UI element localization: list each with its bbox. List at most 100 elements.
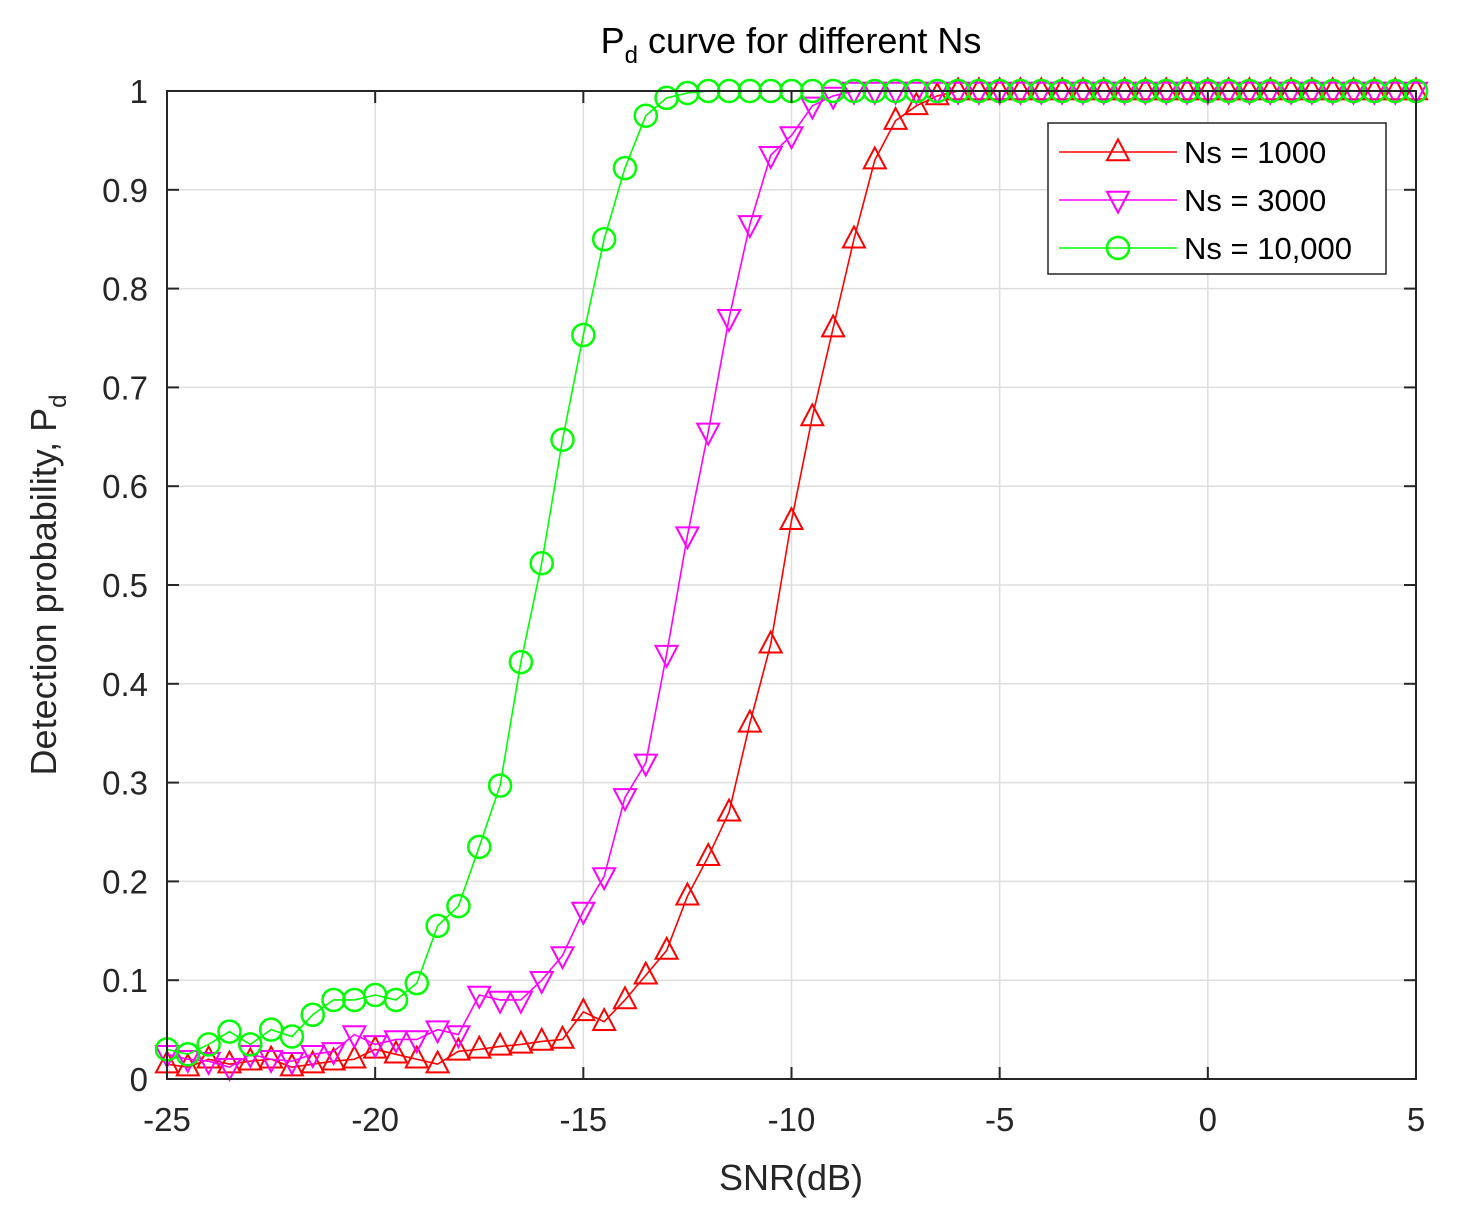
data-point xyxy=(404,1030,430,1055)
data-point xyxy=(1153,81,1179,106)
data-point xyxy=(549,946,576,971)
data-point xyxy=(882,105,909,130)
data-point xyxy=(1070,76,1096,101)
legend-label: Ns = 1000 xyxy=(1184,135,1326,170)
data-point xyxy=(1153,76,1179,101)
data-point xyxy=(1361,81,1388,106)
y-tick-label: 0.8 xyxy=(102,271,148,308)
data-point xyxy=(570,997,596,1022)
legend-entry: Ns = 10,000 xyxy=(1059,231,1352,266)
legend-label: Ns = 3000 xyxy=(1184,183,1326,218)
data-point xyxy=(1049,76,1075,101)
ticks xyxy=(166,90,1417,1080)
data-point xyxy=(633,753,659,778)
data-point xyxy=(758,145,784,171)
data-point xyxy=(466,1034,492,1059)
data-point xyxy=(674,881,701,906)
data-point xyxy=(1278,81,1304,106)
data-point xyxy=(1007,81,1034,106)
data-point xyxy=(467,834,492,860)
data-point xyxy=(737,708,763,733)
data-point xyxy=(258,1044,284,1069)
data-point xyxy=(653,644,680,669)
data-point xyxy=(1028,81,1054,106)
data-point xyxy=(1278,76,1304,101)
legend-marker xyxy=(1105,137,1131,162)
data-point xyxy=(196,1032,221,1057)
data-point xyxy=(633,960,659,985)
data-point xyxy=(903,81,930,106)
data-point xyxy=(1382,81,1408,106)
data-point xyxy=(445,1025,472,1050)
data-point xyxy=(508,990,534,1015)
data-point xyxy=(1070,81,1096,106)
data-point xyxy=(570,901,596,926)
y-axis-label-subscript: d xyxy=(45,395,72,408)
y-tick-label: 0.9 xyxy=(102,172,148,209)
data-point xyxy=(404,970,430,996)
data-point xyxy=(216,1049,243,1074)
data-point xyxy=(529,1026,555,1051)
data-point xyxy=(424,1020,451,1045)
data-point xyxy=(841,81,867,106)
data-point xyxy=(1174,76,1200,101)
data-point xyxy=(279,1024,305,1049)
x-tick-label: 0 xyxy=(1199,1101,1217,1138)
data-point xyxy=(591,1006,617,1031)
data-point xyxy=(987,81,1013,106)
chart-title-main: P xyxy=(601,20,625,61)
data-point xyxy=(383,1030,409,1055)
data-point xyxy=(216,1057,243,1082)
data-point xyxy=(320,1042,347,1067)
legend-marker xyxy=(1105,190,1131,215)
data-point xyxy=(612,985,638,1010)
legend-marker xyxy=(1105,235,1131,261)
data-point xyxy=(758,629,784,654)
data-point xyxy=(612,155,638,181)
data-point xyxy=(446,893,471,919)
legend-box xyxy=(1047,122,1387,275)
data-point xyxy=(341,1044,368,1069)
data-point xyxy=(1091,81,1117,106)
data-point xyxy=(549,1024,576,1049)
data-point xyxy=(1320,81,1346,106)
data-point xyxy=(1257,76,1283,101)
y-axis-label-main: Detection probability, P xyxy=(23,408,64,776)
data-point xyxy=(799,402,825,427)
data-point xyxy=(1236,81,1263,106)
chart-title-subscript: d xyxy=(625,42,638,69)
data-point xyxy=(653,935,680,960)
data-point xyxy=(320,1046,347,1071)
chart-title: Pd curve for different Ns xyxy=(601,20,982,69)
data-point xyxy=(1320,76,1346,101)
data-point xyxy=(1007,76,1034,101)
y-tick-label: 0.4 xyxy=(102,666,148,703)
data-point xyxy=(778,505,805,531)
data-point xyxy=(841,224,867,249)
data-point xyxy=(674,526,701,551)
data-point xyxy=(238,1032,263,1057)
data-point xyxy=(1028,76,1054,101)
data-point xyxy=(487,773,513,798)
x-tick-label: -15 xyxy=(559,1101,607,1138)
data-point xyxy=(633,103,659,128)
y-tick-label: 0 xyxy=(130,1061,148,1098)
data-point xyxy=(508,1029,534,1054)
y-tick-label: 0.6 xyxy=(102,468,148,505)
data-point xyxy=(195,1051,222,1077)
y-tick-label: 0.5 xyxy=(102,567,148,604)
tick-labels: -25 -20 -15 -10 -5 0 5 0 0.1 0.2 0.3 0.4 0.5 0.6 0.7 0.… xyxy=(102,73,1425,1138)
data-point xyxy=(175,1049,201,1075)
data-point xyxy=(466,985,492,1010)
legend: Ns = 1000 Ns = 3000 Ns = 10,000 xyxy=(1047,122,1387,275)
legend-entries: Ns = 1000 Ns = 3000 Ns = 10,000 xyxy=(1059,135,1352,266)
x-tick-label: -25 xyxy=(143,1101,191,1138)
data-point xyxy=(1340,76,1367,101)
data-point xyxy=(258,1049,284,1075)
data-point xyxy=(820,313,846,338)
data-point xyxy=(300,1002,325,1028)
data-point xyxy=(425,913,450,939)
data-point xyxy=(1195,81,1221,106)
legend-entry: Ns = 1000 xyxy=(1059,135,1326,170)
chart-title-rest: curve for different Ns xyxy=(638,20,981,61)
